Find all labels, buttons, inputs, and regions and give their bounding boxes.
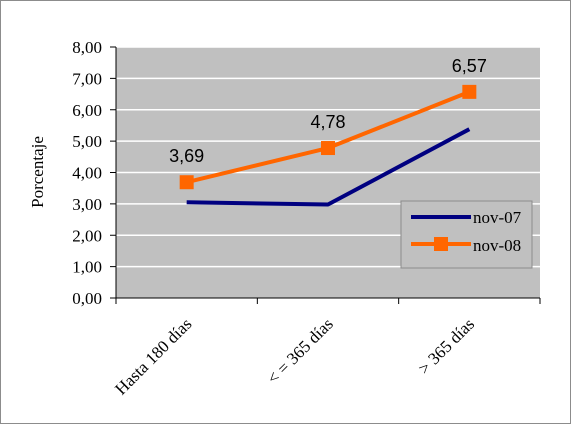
y-tick-label: 0,00 (72, 289, 102, 308)
y-tick-label: 5,00 (72, 132, 102, 151)
legend-box (400, 200, 533, 269)
x-tick-label: Hasta 180 días (111, 314, 195, 398)
y-tick-label: 8,00 (72, 38, 102, 57)
x-tick-label: < = 365 días (263, 314, 336, 387)
y-tick-label: 2,00 (72, 226, 102, 245)
data-label: 6,57 (452, 56, 487, 76)
x-tick-label: > 365 días (415, 314, 479, 378)
y-axis-title: Porcentaje (28, 136, 47, 208)
legend-label-nov-08: nov-08 (473, 236, 521, 255)
series-line-nov-07 (186, 127, 471, 207)
data-label: 4,78 (310, 112, 345, 132)
data-point-nov-08 (321, 141, 335, 156)
legend: nov-07 nov-08 (400, 200, 533, 269)
data-point-nov-08 (179, 175, 194, 190)
y-tick-label: 3,00 (72, 195, 102, 214)
legend-marker-nov-08 (434, 237, 448, 251)
data-label: 3,69 (169, 146, 204, 166)
legend-label-nov-07: nov-07 (473, 208, 522, 227)
y-tick-label: 1,00 (72, 258, 102, 277)
y-tick-label: 6,00 (72, 101, 102, 120)
y-tick-label: 4,00 (72, 164, 102, 183)
y-tick-label: 7,00 (72, 69, 102, 88)
data-point-nov-08 (462, 84, 477, 99)
